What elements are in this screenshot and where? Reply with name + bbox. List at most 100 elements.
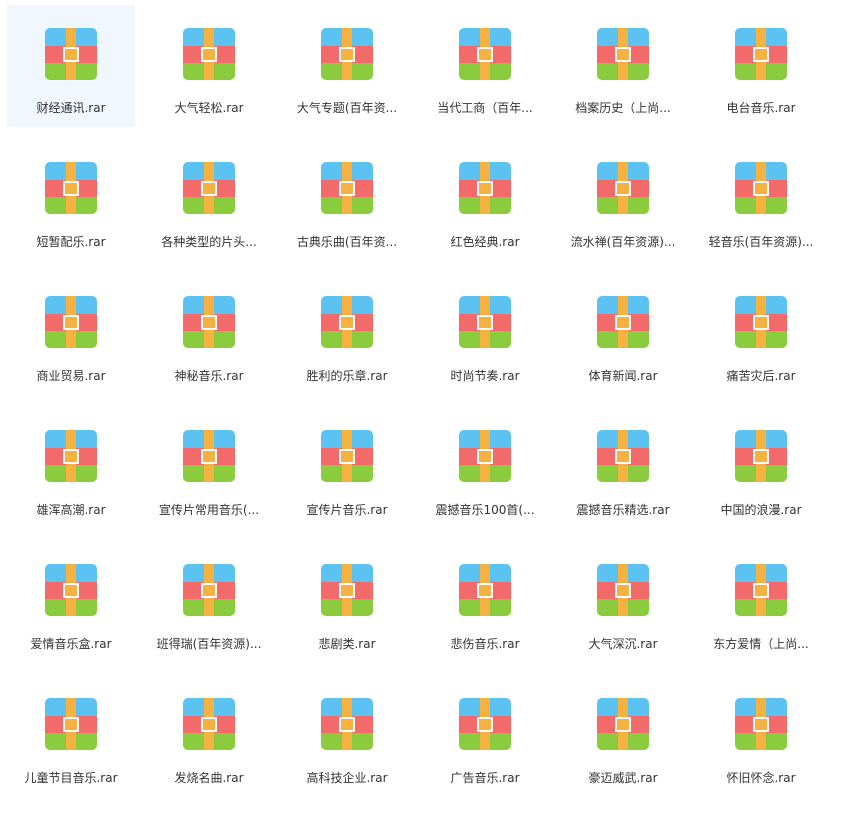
file-name-label: 当代工商（百年... — [437, 101, 533, 115]
file-item[interactable]: 悲伤音乐.rar — [421, 541, 549, 663]
file-name-label: 高科技企业.rar — [306, 771, 388, 785]
file-item[interactable]: 宣传片音乐.rar — [283, 407, 411, 529]
rar-archive-icon — [183, 564, 235, 616]
rar-archive-icon — [45, 162, 97, 214]
file-name-label: 短暂配乐.rar — [36, 235, 106, 249]
file-item[interactable]: 神秘音乐.rar — [145, 273, 273, 395]
file-item[interactable]: 短暂配乐.rar — [7, 139, 135, 261]
file-name-label: 红色经典.rar — [450, 235, 520, 249]
file-item[interactable]: 中国的浪漫.rar — [697, 407, 825, 529]
file-item[interactable]: 东方爱情（上尚... — [697, 541, 825, 663]
file-name-label: 大气深沉.rar — [588, 637, 658, 651]
rar-archive-icon — [735, 564, 787, 616]
rar-archive-icon — [183, 28, 235, 80]
rar-archive-icon — [45, 564, 97, 616]
file-name-label: 电台音乐.rar — [726, 101, 796, 115]
file-item[interactable]: 财经通讯.rar — [7, 5, 135, 127]
file-item[interactable]: 大气专题(百年资... — [283, 5, 411, 127]
file-item[interactable]: 轻音乐(百年资源)... — [697, 139, 825, 261]
file-name-label: 悲伤音乐.rar — [450, 637, 520, 651]
file-name-label: 财经通讯.rar — [36, 101, 106, 115]
file-name-label: 班得瑞(百年资源)... — [156, 637, 262, 651]
rar-archive-icon — [597, 564, 649, 616]
file-name-label: 神秘音乐.rar — [174, 369, 244, 383]
file-item[interactable]: 震撼音乐100首(... — [421, 407, 549, 529]
rar-archive-icon — [45, 28, 97, 80]
file-item[interactable]: 红色经典.rar — [421, 139, 549, 261]
file-item[interactable]: 震撼音乐精选.rar — [559, 407, 687, 529]
rar-archive-icon — [183, 430, 235, 482]
rar-archive-icon — [735, 296, 787, 348]
file-item[interactable]: 各种类型的片头... — [145, 139, 273, 261]
file-item[interactable]: 雄浑高潮.rar — [7, 407, 135, 529]
rar-archive-icon — [597, 698, 649, 750]
file-name-label: 轻音乐(百年资源)... — [708, 235, 814, 249]
file-item[interactable]: 电台音乐.rar — [697, 5, 825, 127]
file-item[interactable]: 档案历史（上尚... — [559, 5, 687, 127]
rar-archive-icon — [321, 430, 373, 482]
rar-archive-icon — [183, 296, 235, 348]
rar-archive-icon — [735, 430, 787, 482]
file-item[interactable]: 发烧名曲.rar — [145, 675, 273, 797]
file-name-label: 发烧名曲.rar — [174, 771, 244, 785]
file-name-label: 大气专题(百年资... — [296, 101, 398, 115]
rar-archive-icon — [735, 162, 787, 214]
file-item[interactable]: 豪迈威武.rar — [559, 675, 687, 797]
rar-archive-icon — [183, 162, 235, 214]
rar-archive-icon — [735, 28, 787, 80]
file-item[interactable]: 悲剧类.rar — [283, 541, 411, 663]
file-name-label: 广告音乐.rar — [450, 771, 520, 785]
file-name-label: 各种类型的片头... — [161, 235, 257, 249]
rar-archive-icon — [597, 296, 649, 348]
file-name-label: 宣传片音乐.rar — [306, 503, 388, 517]
file-item[interactable]: 大气深沉.rar — [559, 541, 687, 663]
file-item[interactable]: 怀旧怀念.rar — [697, 675, 825, 797]
rar-archive-icon — [459, 28, 511, 80]
file-name-label: 古典乐曲(百年资... — [296, 235, 398, 249]
rar-archive-icon — [45, 698, 97, 750]
file-name-label: 儿童节目音乐.rar — [24, 771, 118, 785]
file-item[interactable]: 广告音乐.rar — [421, 675, 549, 797]
file-name-label: 宣传片常用音乐(... — [158, 503, 260, 517]
file-name-label: 悲剧类.rar — [318, 637, 376, 651]
file-item[interactable]: 爱情音乐盒.rar — [7, 541, 135, 663]
rar-archive-icon — [183, 698, 235, 750]
file-item[interactable]: 大气轻松.rar — [145, 5, 273, 127]
file-item[interactable]: 班得瑞(百年资源)... — [145, 541, 273, 663]
file-name-label: 东方爱情（上尚... — [713, 637, 809, 651]
file-item[interactable]: 体育新闻.rar — [559, 273, 687, 395]
file-name-label: 怀旧怀念.rar — [726, 771, 796, 785]
file-item[interactable]: 痛苦灾后.rar — [697, 273, 825, 395]
file-name-label: 档案历史（上尚... — [575, 101, 671, 115]
file-grid: 财经通讯.rar 大气轻松.rar 大气专题(百年资... 当代工商（百年... 档案历… — [2, 5, 830, 809]
file-name-label: 中国的浪漫.rar — [720, 503, 802, 517]
file-item[interactable]: 商业贸易.rar — [7, 273, 135, 395]
file-name-label: 时尚节奏.rar — [450, 369, 520, 383]
file-item[interactable]: 宣传片常用音乐(... — [145, 407, 273, 529]
file-item[interactable]: 胜利的乐章.rar — [283, 273, 411, 395]
rar-archive-icon — [459, 564, 511, 616]
file-item[interactable]: 高科技企业.rar — [283, 675, 411, 797]
rar-archive-icon — [321, 698, 373, 750]
file-item[interactable]: 古典乐曲(百年资... — [283, 139, 411, 261]
rar-archive-icon — [321, 296, 373, 348]
rar-archive-icon — [597, 430, 649, 482]
file-name-label: 爱情音乐盒.rar — [30, 637, 112, 651]
file-name-label: 商业贸易.rar — [36, 369, 106, 383]
file-item[interactable]: 当代工商（百年... — [421, 5, 549, 127]
rar-archive-icon — [459, 296, 511, 348]
file-name-label: 震撼音乐精选.rar — [576, 503, 670, 517]
rar-archive-icon — [321, 162, 373, 214]
file-name-label: 流水禅(百年资源)... — [570, 235, 676, 249]
file-name-label: 雄浑高潮.rar — [36, 503, 106, 517]
rar-archive-icon — [321, 28, 373, 80]
rar-archive-icon — [459, 162, 511, 214]
rar-archive-icon — [45, 296, 97, 348]
rar-archive-icon — [735, 698, 787, 750]
rar-archive-icon — [597, 28, 649, 80]
rar-archive-icon — [45, 430, 97, 482]
file-item[interactable]: 时尚节奏.rar — [421, 273, 549, 395]
file-item[interactable]: 流水禅(百年资源)... — [559, 139, 687, 261]
file-item[interactable]: 儿童节目音乐.rar — [7, 675, 135, 797]
rar-archive-icon — [597, 162, 649, 214]
